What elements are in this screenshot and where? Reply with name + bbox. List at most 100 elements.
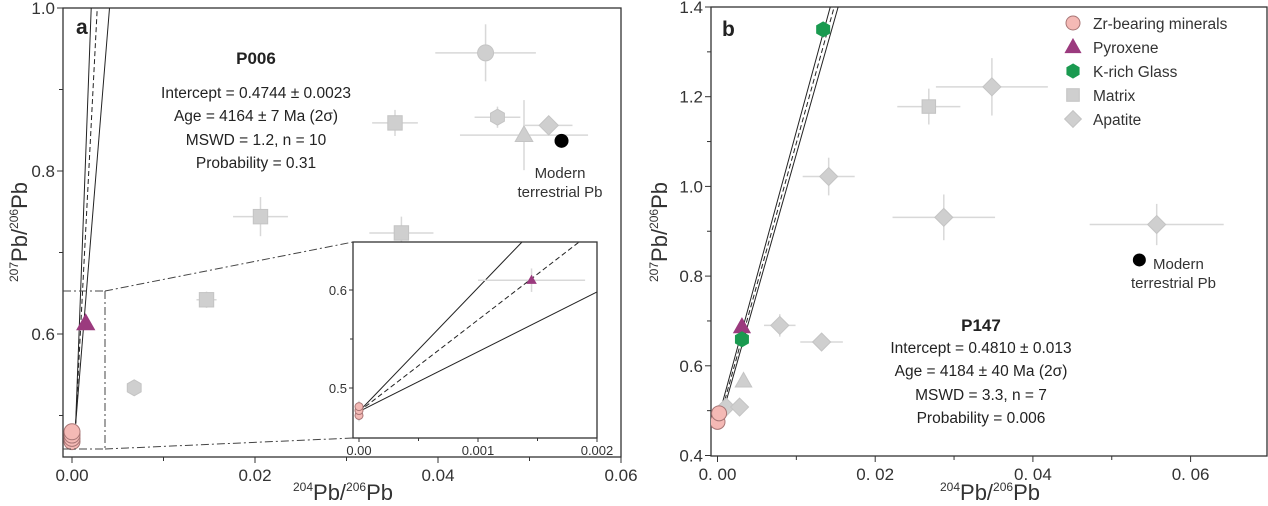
panel-a-title: P006 xyxy=(236,49,276,68)
panel-a-point-hexagon xyxy=(490,108,505,126)
panel-b-y-tick-label: 1.4 xyxy=(679,0,703,17)
panel-a-point-triangle xyxy=(76,313,96,331)
inset-x-tick-label: 0.001 xyxy=(462,443,495,458)
panel-b-x-tick-label: 0. 06 xyxy=(1172,465,1210,484)
panel-a-point-square xyxy=(252,208,269,225)
panel-a-isochron-solid-line xyxy=(75,8,111,424)
panel-a-age: Age = 4164 ± 7 Ma (2σ) xyxy=(174,108,338,125)
panel-b-x-tick-label: 0. 04 xyxy=(1014,465,1052,484)
panel-b-age: Age = 4184 ± 40 Ma (2σ) xyxy=(895,363,1068,380)
panel-a-intercept: Intercept = 0.4744 ± 0.0023 xyxy=(161,85,351,102)
panel-a-isochron-dashed-line xyxy=(75,8,98,424)
panel-a-x-tick-label: 0.04 xyxy=(421,466,454,485)
legend-label: Apatite xyxy=(1093,112,1141,129)
inset-y-tick-label: 0.6 xyxy=(329,283,347,298)
panel-a-point-circle xyxy=(63,423,81,441)
panel-a-mswd: MSWD = 1.2, n = 10 xyxy=(186,132,327,149)
panel-b-point-hexagon xyxy=(734,331,749,348)
panel-a-y-tick-label: 0.6 xyxy=(31,325,55,344)
panel-a-y-tick-label: 0.8 xyxy=(31,162,55,181)
panel-a-frame xyxy=(62,7,622,458)
panel-b-point-diamond xyxy=(982,77,1002,97)
legend-marker-hexagon xyxy=(1066,63,1080,79)
panel-b-y-axis-label: 207Pb/206Pb xyxy=(647,182,672,282)
panel-a-y-axis-label: 207Pb/206Pb xyxy=(7,182,32,282)
panel-a-x-tick-label: 0.00 xyxy=(55,466,88,485)
panel-b-point-diamond xyxy=(770,315,790,336)
panel-b-y-tick-label: 0.6 xyxy=(679,357,703,376)
panel-b-reference-label-1: Modern xyxy=(1153,256,1204,273)
panel-b-point-circle xyxy=(711,405,728,422)
inset-x-tick-label: 0.00 xyxy=(346,443,371,458)
panel-b-x-axis-label: 204Pb/206Pb xyxy=(940,480,1040,505)
panel-a-label: a xyxy=(76,16,88,39)
panel-b-y-tick-label: 1.0 xyxy=(679,177,703,196)
panel-b-modern-terrestrial-pb-point xyxy=(1132,253,1146,267)
inset-point-circle xyxy=(354,402,364,412)
panel-a-y-tick-label: 1.0 xyxy=(31,0,55,18)
panel-b: 0. 00 0. 02 0. 04 0. 06 1.4 1.2 1.0 0.8 0.6 0.4 b… xyxy=(647,0,1268,505)
panel-a-probability: Probability = 0.31 xyxy=(196,155,316,172)
panel-b-title: P147 xyxy=(961,316,1001,335)
panel-b-isochron-dashed-line xyxy=(720,7,835,416)
panel-a-x-tick-label: 0.02 xyxy=(238,466,271,485)
panel-a-plot-area xyxy=(63,8,589,451)
panel-a-point-square xyxy=(198,292,215,308)
panel-b-probability: Probability = 0.006 xyxy=(917,410,1046,427)
legend-marker-diamond xyxy=(1063,109,1083,129)
inset-point-triangle xyxy=(526,274,537,284)
panel-b-isochron-solid-line xyxy=(721,7,839,416)
panel-a-point-triangle xyxy=(514,124,534,143)
panel-b-reference-label-2: terrestrial Pb xyxy=(1131,275,1216,292)
inset-isochron-solid-line xyxy=(358,291,597,412)
panel-a-point-square xyxy=(393,225,410,241)
panel-b-x-tick-label: 0. 00 xyxy=(699,465,737,484)
panel-b-label: b xyxy=(722,18,735,41)
panel-a-x-axis-label: 204Pb/206Pb xyxy=(293,480,393,505)
inset-plot-area xyxy=(354,242,597,422)
panel-a-reference-label-1: Modern xyxy=(535,165,586,182)
inset-isochron-solid-line xyxy=(358,242,523,412)
panel-b-point-diamond xyxy=(818,166,839,187)
panel-a-axes: 0.00 0.02 0.04 0.06 1.0 0.8 0.6 xyxy=(31,0,637,485)
panel-b-point-diamond xyxy=(811,332,832,352)
inset-chart: 0.00 0.001 0.002 0.6 0.5 xyxy=(329,241,613,458)
panel-a: 0.00 0.02 0.04 0.06 1.0 0.8 0.6 a P006 Interce… xyxy=(7,0,638,505)
panel-b-point-hexagon xyxy=(816,21,831,38)
legend-marker-circle xyxy=(1065,15,1081,31)
inset-x-tick-label: 0.002 xyxy=(581,443,614,458)
panel-a-point-diamond xyxy=(538,115,560,136)
panel-a-reference-label-2: terrestrial Pb xyxy=(517,184,602,201)
panel-b-x-tick-label: 0. 02 xyxy=(856,465,894,484)
legend-marker-square xyxy=(1066,88,1080,102)
panel-a-point-square xyxy=(387,115,403,131)
panel-a-point-hexagon xyxy=(126,379,142,397)
panel-b-y-tick-label: 1.2 xyxy=(679,88,703,107)
inset-frame xyxy=(352,241,598,439)
panel-b-intercept: Intercept = 0.4810 ± 0.013 xyxy=(890,340,1071,357)
panel-b-mswd: MSWD = 3.3, n = 7 xyxy=(915,387,1047,404)
panel-a-modern-terrestrial-pb-point xyxy=(554,133,569,148)
panel-b-point-triangle xyxy=(734,371,753,388)
inset-zoom-connectors xyxy=(63,241,354,450)
inset-axes: 0.00 0.001 0.002 0.6 0.5 xyxy=(329,283,613,458)
legend-label: Pyroxene xyxy=(1093,40,1158,57)
panel-b-isochron-solid-line xyxy=(718,7,831,416)
inset-isochron-dashed-line xyxy=(358,242,580,412)
panel-b-y-tick-label: 0.4 xyxy=(679,447,703,466)
panel-b-point-diamond xyxy=(729,397,750,417)
legend: Zr-bearing minerals Pyroxene K-rich Glass M… xyxy=(1063,15,1228,129)
panel-b-point-diamond xyxy=(1146,214,1167,235)
panel-a-isochron-solid-line xyxy=(75,8,92,424)
legend-marker-triangle xyxy=(1064,37,1082,54)
legend-label: K-rich Glass xyxy=(1093,64,1178,81)
panel-b-point-square xyxy=(921,99,937,114)
panel-a-point-circle xyxy=(477,44,495,62)
panel-b-axes: 0. 00 0. 02 0. 04 0. 06 1.4 1.2 1.0 0.8 0.6 0.4 xyxy=(679,0,1209,484)
panel-b-y-tick-label: 0.8 xyxy=(679,267,703,286)
legend-label: Matrix xyxy=(1093,88,1135,105)
inset-y-tick-label: 0.5 xyxy=(329,381,347,396)
legend-label: Zr-bearing minerals xyxy=(1093,16,1228,33)
panel-b-point-diamond xyxy=(934,207,954,228)
